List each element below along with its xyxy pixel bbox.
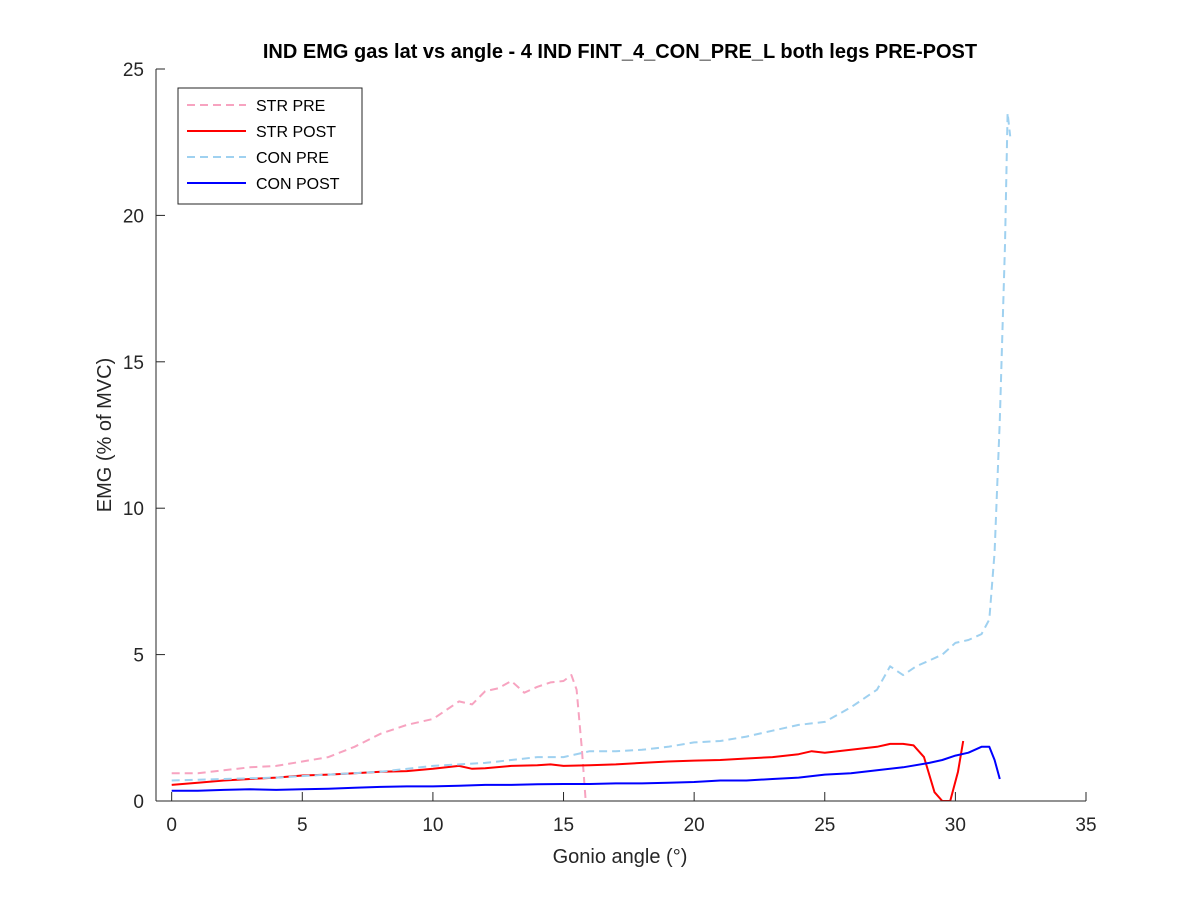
chart-title: IND EMG gas lat vs angle - 4 IND FINT_4_… (263, 41, 977, 63)
y-tick-label: 15 (123, 353, 144, 374)
legend: STR PRE STR POST CON PRE CON POST (177, 87, 363, 205)
y-tick-label: 25 (123, 60, 144, 81)
x-tick-label: 25 (814, 815, 835, 836)
series-line-con-pre (171, 111, 1012, 782)
y-tick-label: 0 (133, 792, 144, 813)
x-axis-label: Gonio angle (°) (553, 846, 688, 868)
x-tick-label: 0 (166, 815, 177, 836)
legend-label: CON POST (256, 176, 340, 193)
series-line-str-pre (171, 674, 587, 801)
y-axis-label: EMG (% of MVC) (94, 358, 116, 512)
x-tick-label: 5 (297, 815, 308, 836)
legend-label: CON PRE (256, 150, 329, 167)
y-tick-label: 10 (123, 499, 144, 520)
x-tick-label: 10 (422, 815, 443, 836)
x-tick-label: 20 (684, 815, 705, 836)
legend-box (177, 87, 363, 205)
legend-label: STR PRE (256, 98, 325, 115)
x-tick-label: 15 (553, 815, 574, 836)
x-tick-label: 35 (1075, 815, 1096, 836)
series-line-con-post (171, 745, 1001, 792)
y-tick-label: 20 (123, 206, 144, 227)
y-tick-label: 5 (133, 646, 144, 667)
x-tick-label: 30 (945, 815, 966, 836)
legend-label: STR POST (256, 124, 336, 141)
